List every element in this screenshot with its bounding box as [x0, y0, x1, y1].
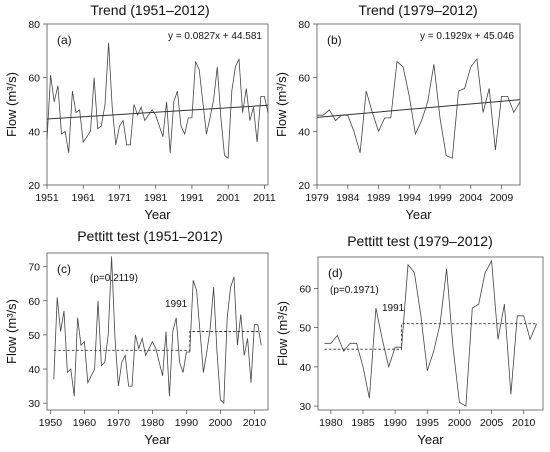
x-tick-label: 1979 [305, 192, 329, 204]
flow-series-line [46, 42, 269, 159]
y-tick-label: 30 [299, 401, 311, 413]
pettitt-step-line [324, 323, 537, 350]
y-tick-label: 20 [28, 180, 40, 192]
x-tick-label: 2001 [216, 192, 240, 204]
x-axis-label: Year [417, 432, 444, 447]
y-tick-label: 20 [298, 180, 310, 192]
trend-equation: y = 0.1929x + 45.046 [420, 31, 514, 42]
x-tick-label: 2004 [459, 192, 483, 204]
chart-panel-1: Trend (1951–2012) (a) 1951 1961 1971 1981 1991… [4, 2, 276, 222]
x-tick-label: 1960 [73, 417, 97, 429]
flow-series-line [324, 259, 537, 407]
plot-frame [46, 252, 269, 411]
x-axis-label: Year [144, 432, 171, 447]
trend-line [316, 99, 521, 118]
x-tick-label: 2010 [512, 417, 536, 429]
x-tick-label: 1991 [180, 192, 204, 204]
p-value-label: (p=0.1971) [330, 285, 379, 296]
y-axis-label: Flow (m³/s) [4, 72, 19, 137]
y-tick-label: 40 [28, 126, 40, 138]
x-tick-label: 2000 [209, 417, 233, 429]
y-tick-label: 30 [28, 398, 40, 410]
x-tick-label: 2010 [243, 417, 267, 429]
plot-frame [316, 23, 521, 186]
chart-title: Trend (1951–2012) [90, 2, 209, 18]
x-tick-label: 1981 [144, 192, 168, 204]
x-tick-label: 1999 [428, 192, 452, 204]
y-tick-label: 40 [298, 126, 310, 138]
y-axis-label: Flow (m³/s) [275, 301, 290, 366]
x-tick-label: 1990 [383, 417, 407, 429]
change-point-label: 1991 [382, 303, 405, 314]
x-tick-label: 2000 [448, 417, 472, 429]
x-tick-label: 1984 [336, 192, 360, 204]
x-tick-label: 2011 [253, 192, 276, 204]
chart-title: Pettitt test (1951–2012) [77, 228, 223, 244]
plot-frame [317, 256, 544, 411]
x-axis-label: Year [405, 207, 432, 222]
y-tick-label: 60 [298, 73, 310, 85]
flow-series-line [317, 57, 521, 159]
x-tick-label: 1980 [319, 417, 343, 429]
x-tick-label: 1985 [351, 417, 375, 429]
x-tick-label: 1970 [107, 417, 131, 429]
y-tick-label: 70 [28, 262, 40, 274]
chart-title: Pettitt test (1979–2012) [347, 233, 493, 249]
x-tick-label: 2009 [490, 192, 514, 204]
y-axis-label: Flow (m³/s) [4, 299, 19, 364]
x-tick-label: 1961 [72, 192, 96, 204]
y-tick-label: 60 [28, 73, 40, 85]
x-tick-label: 1989 [367, 192, 391, 204]
trend-equation: y = 0.0827x + 44.581 [168, 31, 262, 42]
y-tick-label: 60 [28, 296, 40, 308]
y-tick-label: 40 [299, 362, 311, 374]
p-value-label: (p=0.2119) [90, 273, 138, 284]
panel-label: (c) [57, 262, 71, 276]
y-tick-label: 50 [299, 323, 311, 335]
x-tick-label: 1950 [39, 417, 63, 429]
y-tick-label: 40 [28, 364, 40, 376]
trend-line [46, 104, 269, 120]
x-tick-label: 2005 [480, 417, 504, 429]
chart-title: Trend (1979–2012) [358, 2, 477, 18]
panel-label: (d) [328, 266, 343, 280]
chart-panel-2: Trend (1979–2012) (b) 1979 1984 1989 1994 1999… [274, 2, 521, 222]
y-tick-label: 80 [298, 19, 310, 31]
x-tick-label: 1990 [175, 417, 199, 429]
x-tick-label: 1995 [416, 417, 440, 429]
plot-frame [46, 23, 269, 186]
panel-label: (a) [57, 33, 72, 47]
flow-series-line [53, 256, 262, 405]
y-axis-label: Flow (m³/s) [274, 72, 289, 137]
x-tick-label: 1994 [398, 192, 422, 204]
x-tick-label: 1980 [141, 417, 165, 429]
y-tick-label: 80 [28, 19, 40, 31]
chart-panel-3: Pettitt test (1951–2012) (c) 1950 1960 1970 1… [4, 228, 269, 447]
y-tick-label: 50 [28, 330, 40, 342]
chart-panel-4: Pettitt test (1979–2012) (d) 1980 1985 1990 1… [275, 233, 544, 447]
change-point-label: 1991 [165, 299, 188, 310]
panel-label: (b) [327, 33, 342, 47]
x-tick-label: 1951 [35, 192, 59, 204]
y-tick-label: 60 [299, 283, 311, 295]
x-axis-label: Year [144, 207, 171, 222]
pettitt-step-line [53, 331, 262, 351]
x-tick-label: 1971 [108, 192, 132, 204]
